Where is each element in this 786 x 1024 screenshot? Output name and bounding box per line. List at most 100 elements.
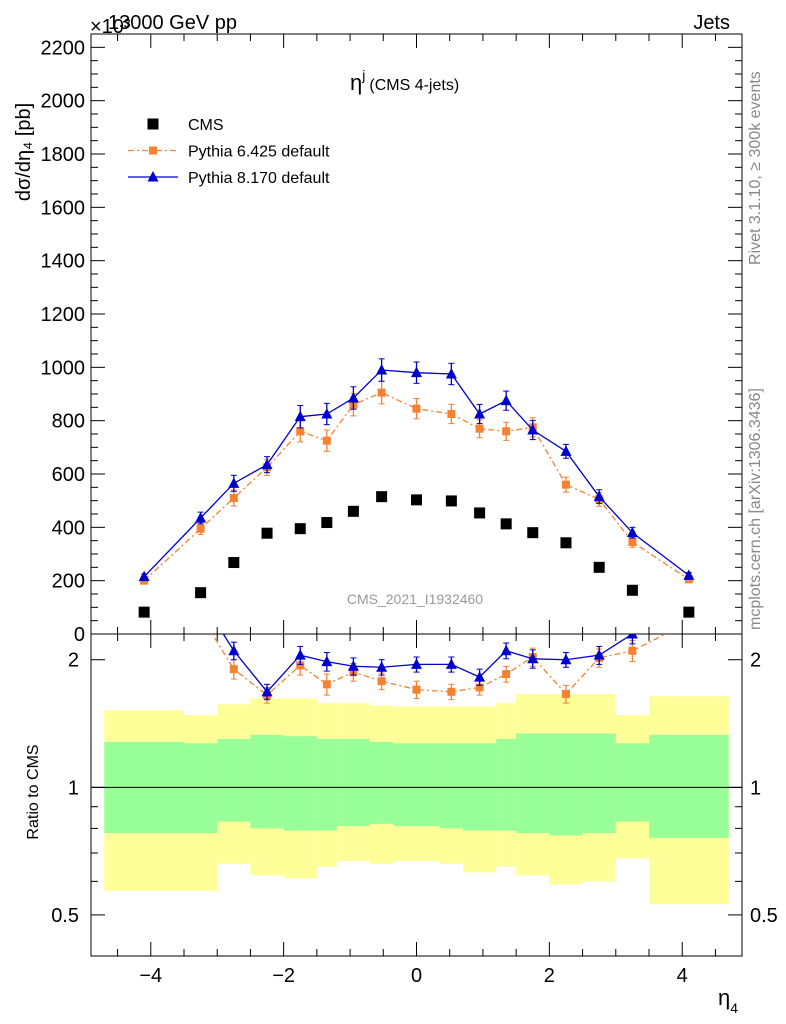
ratio-point-pythia6: [502, 670, 511, 679]
ratio-point-pythia8: [527, 652, 539, 664]
ratio-point-pythia6: [322, 680, 331, 689]
ratio-point-pythia8: [228, 644, 240, 656]
ratio-point-pythia8: [626, 634, 638, 639]
data-point-cms: [138, 606, 150, 618]
y-multiplier: ×10³: [90, 16, 131, 38]
data-point-cms: [527, 527, 539, 539]
y-tick-label: 2000: [41, 91, 86, 113]
xlabel-sub: 4: [730, 1000, 738, 1016]
data-point-pythia8: [376, 364, 388, 375]
data-point-cms: [321, 517, 333, 529]
ratio-series-group: [197, 611, 668, 704]
legend-label-cms: CMS: [188, 117, 224, 134]
header-left: 13000 GeV pp: [108, 12, 237, 34]
ratio-point-pythia8: [376, 661, 388, 672]
mcplots-label: mcplots.cern.ch [arXiv:1306.3436]: [747, 388, 764, 630]
y-tick-label: 400: [52, 517, 85, 539]
legend-marker-pythia8: [147, 171, 159, 182]
ratio-y-tick-label: 0.5: [51, 905, 79, 927]
data-point-cms: [347, 505, 359, 517]
data-point-cms: [683, 606, 695, 618]
ratio-point-pythia6: [412, 685, 421, 694]
series-pythia6: [140, 380, 693, 585]
data-point-pythia8: [593, 490, 605, 502]
main-panel: 0 200 400 600 800 1000 1200 1400 1600 1800 2000 220…: [13, 33, 743, 646]
band-inner: [496, 739, 517, 831]
ratio-panel: 0.5 0.51 12 2−4 −2 0 2 4 Ratio to CMS η4: [25, 611, 778, 1016]
data-point-pythia8: [138, 570, 150, 582]
ratio-y-tick-label: 2: [68, 650, 79, 672]
ratio-point-pythia6: [447, 687, 456, 696]
data-point-pythia8: [527, 424, 539, 435]
x-tick-label: −2: [272, 965, 295, 987]
ratio-point-pythia8: [593, 649, 605, 660]
y-tick-label: 1200: [41, 304, 86, 326]
y-tick-label: 1400: [41, 251, 86, 273]
data-point-cms: [376, 491, 388, 503]
data-point-pythia8: [261, 458, 273, 470]
ratio-point-pythia8: [411, 658, 422, 669]
band-inner: [439, 743, 463, 829]
data-point-pythia8: [626, 526, 638, 538]
band-inner: [370, 741, 394, 824]
y-tick-label: 2200: [41, 37, 86, 59]
ratio-point-pythia8: [445, 658, 457, 669]
title-rest: (CMS 4-jets): [369, 77, 459, 94]
data-point-pythia6: [296, 427, 305, 436]
ratio-point-pythia6: [377, 677, 386, 686]
y-tick-label: 800: [52, 411, 85, 433]
ratio-y-tick-label-right: 1: [750, 777, 761, 799]
ratio-point-pythia8: [500, 644, 512, 656]
legend: CMS Pythia 6.425 default Pythia 8.170 defa…: [128, 117, 330, 187]
x-tick-label: 4: [677, 965, 688, 987]
legend-marker-cms: [147, 118, 159, 130]
y-tick-label: 1600: [41, 197, 86, 219]
data-point-cms: [500, 518, 512, 530]
y-tick-label: 1800: [41, 144, 86, 166]
ratio-point-pythia8: [474, 671, 486, 682]
y-tick-label: 0: [74, 624, 85, 646]
data-point-pythia8: [683, 569, 695, 580]
data-point-pythia6: [475, 424, 484, 433]
ratio-point-pythia6: [628, 646, 637, 655]
data-point-pythia6: [196, 524, 205, 533]
data-point-cms: [445, 495, 457, 507]
data-point-cms: [261, 527, 273, 539]
ratio-y-tick-label-right: 0.5: [750, 905, 778, 927]
watermark: CMS_2021_I1932460: [347, 591, 483, 607]
data-point-pythia8: [294, 410, 306, 422]
band-inner: [250, 734, 284, 829]
data-point-cms: [195, 587, 207, 599]
band-inner: [316, 739, 337, 831]
ratio-y-tick-label: 1: [68, 777, 79, 799]
data-point-pythia6: [322, 436, 331, 445]
data-point-pythia8: [195, 512, 207, 523]
data-point-cms: [560, 537, 572, 549]
legend-label-pythia6: Pythia 6.425 default: [188, 144, 330, 161]
data-point-cms: [228, 557, 240, 569]
title-sup: j: [361, 67, 365, 83]
ratio-point-pythia8: [261, 685, 273, 697]
ratio-y-tick-label-right: 2: [750, 650, 761, 672]
data-point-pythia8: [411, 366, 422, 378]
data-point-pythia6: [561, 480, 570, 489]
ratio-point-pythia8: [294, 649, 306, 660]
band-inner: [582, 733, 616, 834]
x-axis-label: η4: [718, 985, 738, 1016]
ratio-point-pythia8: [321, 655, 333, 667]
series-cms: [138, 491, 695, 618]
legend-label-pythia8: Pythia 8.170 default: [188, 170, 330, 187]
band-inner: [615, 743, 649, 822]
data-point-pythia6: [628, 538, 637, 546]
ratio-point-pythia6: [197, 611, 205, 619]
data-point-pythia8: [500, 394, 512, 406]
ratio-point-pythia8: [560, 653, 572, 665]
band-inner: [516, 733, 550, 834]
y-tick-label: 1000: [41, 357, 86, 379]
rivet-label: Rivet 3.1.10, ≥ 300k events: [747, 71, 764, 265]
band-inner: [649, 734, 729, 838]
data-point-pythia6: [377, 388, 386, 397]
ratio-point-pythia6: [296, 661, 305, 670]
series-line-pythia6: [143, 391, 690, 582]
